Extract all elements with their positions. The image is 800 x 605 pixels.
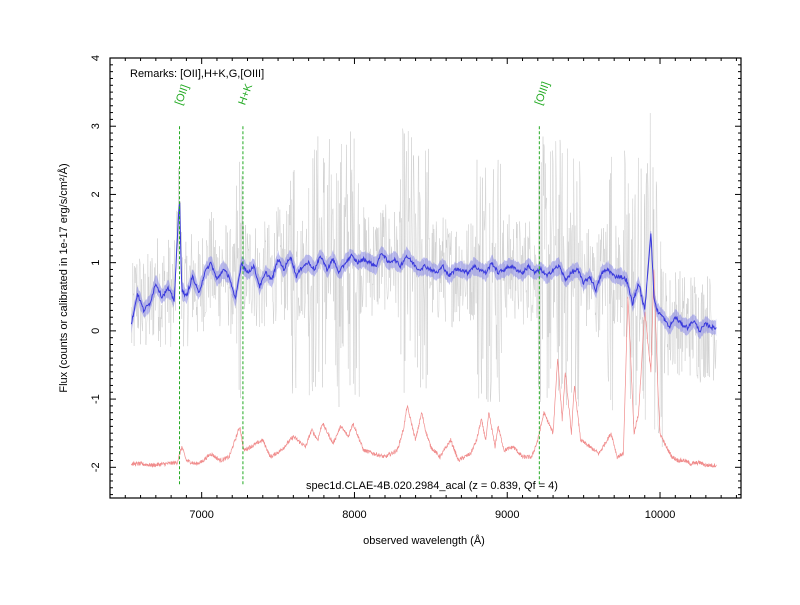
- y-tick-label: 4: [90, 55, 102, 61]
- spectrum-caption: spec1d.CLAE-4B.020.2984_acal (z = 0.839,…: [306, 480, 558, 492]
- y-tick-label: 1: [90, 260, 102, 266]
- sky-spectrum-line: [131, 269, 717, 469]
- smoothed-spectrum-line: [130, 202, 717, 333]
- x-tick-label: 9000: [495, 509, 519, 521]
- y-tick-label: -2: [90, 462, 102, 472]
- plot-frame: [109, 57, 742, 499]
- y-tick-label: 2: [90, 191, 102, 197]
- x-tick-label: 10000: [645, 509, 676, 521]
- y-tick-label: 0: [90, 328, 102, 334]
- line-marker-label: H+K: [236, 82, 255, 107]
- line-marker-label: [OIII]: [533, 80, 552, 107]
- y-tick-label: -1: [90, 394, 102, 404]
- y-axis-label: Flux (counts or calibrated in 1e-17 erg/…: [57, 163, 70, 392]
- line-marker-label: [OII]: [173, 83, 191, 107]
- x-tick-label: 8000: [342, 509, 366, 521]
- y-tick-label: 3: [90, 123, 102, 129]
- x-axis-label: observed wavelength (Å): [363, 534, 485, 547]
- raw-spectrum-line: [131, 113, 717, 447]
- x-tick-label: 7000: [189, 509, 213, 521]
- remarks-label: Remarks: [OII],H+K,G,[OIII]: [130, 68, 264, 80]
- smoothed-error-band: [131, 197, 717, 340]
